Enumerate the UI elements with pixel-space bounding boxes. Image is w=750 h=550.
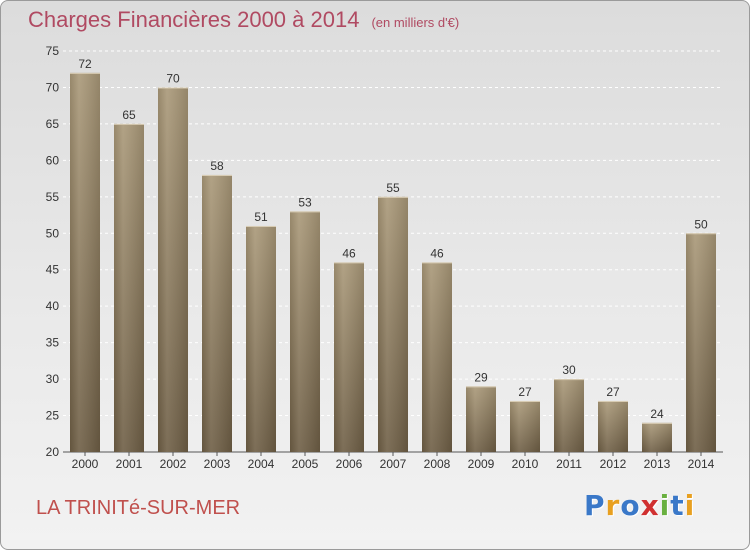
bar-value-label: 46 bbox=[342, 246, 356, 260]
bar-shine bbox=[378, 196, 408, 452]
y-tick-label: 45 bbox=[46, 263, 60, 277]
x-tick-label: 2000 bbox=[72, 457, 99, 471]
bar-2001: 65 bbox=[114, 108, 144, 452]
bar-2013: 24 bbox=[642, 407, 672, 452]
x-tick-label: 2008 bbox=[424, 457, 451, 471]
y-tick-label: 20 bbox=[46, 445, 60, 459]
y-tick-label: 75 bbox=[46, 44, 60, 58]
y-tick-label: 40 bbox=[46, 299, 60, 313]
x-tick-label: 2006 bbox=[336, 457, 363, 471]
y-tick-label: 65 bbox=[46, 117, 60, 131]
x-tick-label: 2002 bbox=[160, 457, 187, 471]
bar-shine bbox=[334, 262, 364, 452]
chart-title: Charges Financières 2000 à 2014 bbox=[28, 7, 360, 32]
logo-letter: o bbox=[620, 489, 641, 522]
bar-shine bbox=[510, 400, 540, 452]
bar-value-label: 53 bbox=[298, 195, 312, 209]
bar-shine bbox=[70, 72, 100, 452]
bar-value-label: 46 bbox=[430, 246, 444, 260]
logo-letter: x bbox=[640, 489, 660, 522]
bar-value-label: 29 bbox=[474, 370, 488, 384]
bar-value-label: 72 bbox=[78, 57, 92, 71]
x-tick-label: 2012 bbox=[600, 457, 627, 471]
bar-shine bbox=[598, 400, 628, 452]
x-tick-label: 2004 bbox=[248, 457, 275, 471]
logo-letter: t bbox=[670, 489, 685, 522]
y-tick-label: 55 bbox=[46, 190, 60, 204]
bar-2005: 53 bbox=[290, 195, 320, 452]
y-tick-label: 60 bbox=[46, 153, 60, 167]
bar-shine bbox=[686, 233, 716, 452]
x-axis: 2000 2001 2002 2003 2004 2005 2006 2007 2008 2009… bbox=[72, 452, 715, 471]
bar-value-label: 58 bbox=[210, 159, 224, 173]
proxiti-logo: Proxiti bbox=[584, 489, 695, 522]
bar-shine bbox=[246, 225, 276, 452]
bar-value-label: 24 bbox=[650, 407, 664, 421]
logo-letter: i bbox=[659, 489, 671, 522]
bar-shine bbox=[554, 379, 584, 452]
bar-2006: 46 bbox=[334, 246, 364, 452]
x-tick-label: 2001 bbox=[116, 457, 143, 471]
town-name: LA TRINITé-SUR-MER bbox=[36, 497, 241, 519]
y-tick-label: 25 bbox=[46, 409, 60, 423]
bar-2000: 72 bbox=[70, 57, 100, 452]
y-tick-label: 35 bbox=[46, 336, 60, 350]
x-tick-label: 2011 bbox=[556, 457, 582, 471]
bars: 72 65 70 58 51 53 46 55 46 29 27 30 27 24 50 bbox=[70, 57, 716, 453]
x-tick-label: 2003 bbox=[204, 457, 231, 471]
x-tick-label: 2010 bbox=[512, 457, 539, 471]
bar-shine bbox=[422, 262, 452, 452]
bar-shine bbox=[290, 211, 320, 452]
bar-shine bbox=[466, 386, 496, 452]
bar-2011: 30 bbox=[554, 363, 584, 452]
x-tick-label: 2009 bbox=[468, 457, 495, 471]
x-tick-label: 2014 bbox=[688, 457, 715, 471]
bar-shine bbox=[642, 422, 672, 452]
bar-2012: 27 bbox=[598, 385, 628, 452]
y-axis: 20 25 30 35 40 45 50 55 60 65 70 75 bbox=[46, 44, 60, 459]
bar-2007: 55 bbox=[378, 181, 408, 452]
bar-value-label: 51 bbox=[254, 210, 268, 224]
x-tick-label: 2007 bbox=[380, 457, 407, 471]
x-tick-label: 2013 bbox=[644, 457, 671, 471]
x-tick-label: 2005 bbox=[292, 457, 319, 471]
y-tick-label: 50 bbox=[46, 226, 60, 240]
bar-value-label: 55 bbox=[386, 181, 400, 195]
logo-letter: i bbox=[684, 489, 696, 522]
bar-value-label: 27 bbox=[518, 385, 532, 399]
bar-2002: 70 bbox=[158, 71, 188, 453]
bar-value-label: 30 bbox=[562, 363, 576, 377]
logo-letter: r bbox=[605, 489, 621, 522]
bar-2004: 51 bbox=[246, 210, 276, 452]
y-tick-label: 70 bbox=[46, 80, 60, 94]
bar-2003: 58 bbox=[202, 159, 232, 453]
logo-letter: P bbox=[584, 489, 606, 522]
chart-title-block: Charges Financières 2000 à 2014 (en milli… bbox=[28, 7, 459, 33]
bar-value-label: 70 bbox=[166, 71, 180, 85]
bar-2010: 27 bbox=[510, 385, 540, 452]
bar-2008: 46 bbox=[422, 246, 452, 452]
bar-2014: 50 bbox=[686, 217, 716, 452]
bar-2009: 29 bbox=[466, 370, 496, 452]
y-tick-label: 30 bbox=[46, 372, 60, 386]
bar-value-label: 50 bbox=[694, 217, 708, 231]
bar-shine bbox=[202, 174, 232, 453]
bar-value-label: 65 bbox=[122, 108, 136, 122]
bar-shine bbox=[158, 87, 188, 453]
bar-value-label: 27 bbox=[606, 385, 620, 399]
chart-subtitle: (en milliers d'€) bbox=[371, 15, 460, 30]
bar-shine bbox=[114, 123, 144, 452]
